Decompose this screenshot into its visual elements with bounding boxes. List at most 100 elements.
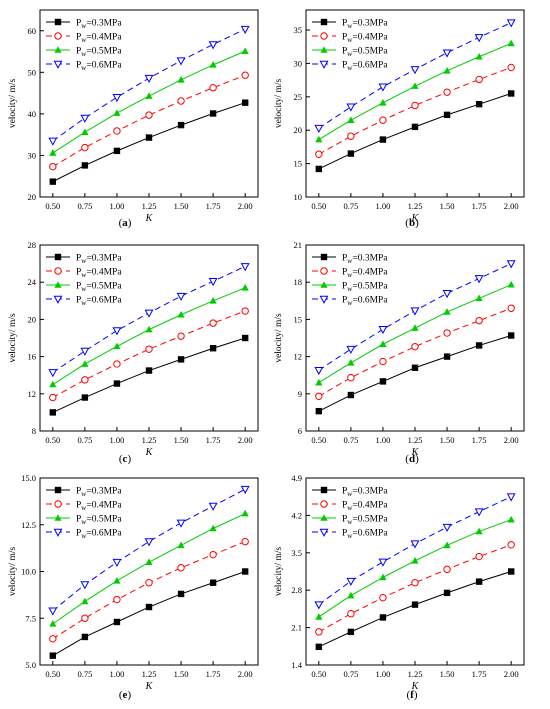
data-point (240, 25, 250, 34)
legend-marker (53, 528, 63, 537)
y-tick-label: 28 (28, 240, 37, 250)
data-point (442, 290, 452, 299)
data-point (49, 620, 57, 627)
x-tick-label: 2.00 (504, 201, 519, 211)
y-tick-label: 20 (28, 192, 37, 202)
data-point (113, 618, 121, 626)
data-point (113, 109, 121, 116)
x-tick-label: 0.50 (311, 435, 326, 445)
y-tick-label: 10.0 (21, 567, 36, 577)
data-point (379, 136, 387, 143)
data-point (315, 628, 323, 636)
data-point (315, 643, 323, 651)
legend-label: Pw=0.6MPa (76, 296, 122, 308)
data-point (80, 581, 90, 590)
data-point (49, 409, 57, 416)
y-tick-label: 30 (28, 150, 37, 160)
legend-label: Pw=0.5MPa (76, 282, 122, 294)
series-group (315, 90, 515, 173)
data-point (177, 76, 185, 83)
data-point (315, 613, 323, 620)
series-group (48, 25, 250, 146)
x-tick-label: 1.75 (472, 435, 487, 445)
plot-frame (39, 9, 259, 198)
plot-frame (39, 477, 259, 666)
data-point (346, 577, 356, 586)
y-tick-label: 60 (28, 26, 37, 36)
y-tick-label: 35 (294, 25, 303, 35)
x-tick-label: 1.00 (376, 435, 391, 445)
panel-label: (a) (119, 217, 132, 229)
y-axis-label: velocity/ m/s (274, 547, 284, 597)
x-axis-label: K (145, 681, 154, 692)
legend-marker (54, 32, 62, 40)
data-point (241, 568, 249, 575)
data-point (378, 326, 388, 335)
x-axis-label: K (145, 447, 154, 458)
data-point (81, 597, 89, 605)
x-tick-label: 0.75 (343, 435, 358, 445)
chart-panel: 0.50 0.75 1.00 1.25 1.50 1.75 2.00 5.0 7.5 10.0 12… (8, 473, 259, 701)
x-tick-label: 1.25 (408, 435, 423, 445)
data-point (208, 277, 218, 287)
data-point (209, 579, 217, 586)
x-tick-label: 0.50 (311, 669, 326, 679)
chart-panel: 0.50 0.75 1.00 1.25 1.50 1.75 2.00 8 12 16 20 24 28 K… (8, 240, 259, 465)
legend-label: Pw=0.4MPa (342, 501, 388, 513)
data-point (475, 75, 483, 84)
x-tick-label: 0.75 (343, 669, 358, 679)
data-point (81, 376, 89, 384)
y-axis-label: velocity/ m/s (274, 79, 284, 129)
data-point (241, 99, 249, 106)
series-line (318, 496, 512, 606)
data-point (347, 359, 355, 366)
legend-label: Pw=0.5MPa (342, 515, 388, 527)
x-tick-label: 1.00 (110, 669, 125, 679)
data-point (379, 573, 387, 581)
series-group (48, 263, 250, 378)
legend-marker (320, 18, 328, 26)
data-point (411, 601, 419, 608)
data-point (209, 319, 217, 327)
data-point (411, 579, 419, 587)
legend: Pw=0.3MPa Pw=0.4MPa Pw=0.5MPa Pw=0.6MPa (312, 487, 388, 540)
legend-marker (320, 253, 328, 261)
x-tick-label: 1.00 (376, 201, 391, 211)
data-point (49, 393, 57, 402)
data-point (145, 579, 153, 587)
x-tick-label: 1.50 (174, 435, 189, 445)
data-point (442, 523, 452, 532)
data-point (475, 52, 483, 60)
data-point (315, 135, 323, 143)
y-tick-label: 16 (28, 352, 37, 362)
y-tick-label: 12 (294, 352, 303, 362)
chart-panel: 0.50 0.75 1.00 1.25 1.50 1.75 2.00 1.4 2.1 2.8 3.5… (274, 473, 525, 701)
x-tick-label: 1.50 (440, 669, 455, 679)
legend-marker (54, 267, 62, 275)
x-axis-label: K (411, 447, 420, 458)
data-point (112, 327, 122, 336)
data-point (443, 329, 451, 337)
data-point (113, 380, 121, 387)
data-point (113, 360, 121, 368)
data-point (411, 324, 419, 331)
data-point (209, 84, 217, 92)
data-point (176, 519, 186, 528)
data-point (144, 309, 154, 318)
data-point (177, 564, 185, 572)
legend-label: Pw=0.5MPa (342, 282, 388, 294)
data-point (442, 49, 452, 58)
data-point (81, 143, 89, 152)
data-point (443, 66, 451, 74)
series-group (315, 541, 515, 636)
data-point (315, 407, 323, 415)
data-point (474, 34, 484, 43)
panel-label: (c) (119, 453, 132, 465)
data-point (315, 378, 323, 386)
data-point (475, 100, 483, 108)
data-point (49, 652, 57, 659)
x-tick-label: 1.50 (174, 669, 189, 679)
legend-label: Pw=0.3MPa (76, 487, 122, 499)
legend-marker (54, 514, 62, 521)
